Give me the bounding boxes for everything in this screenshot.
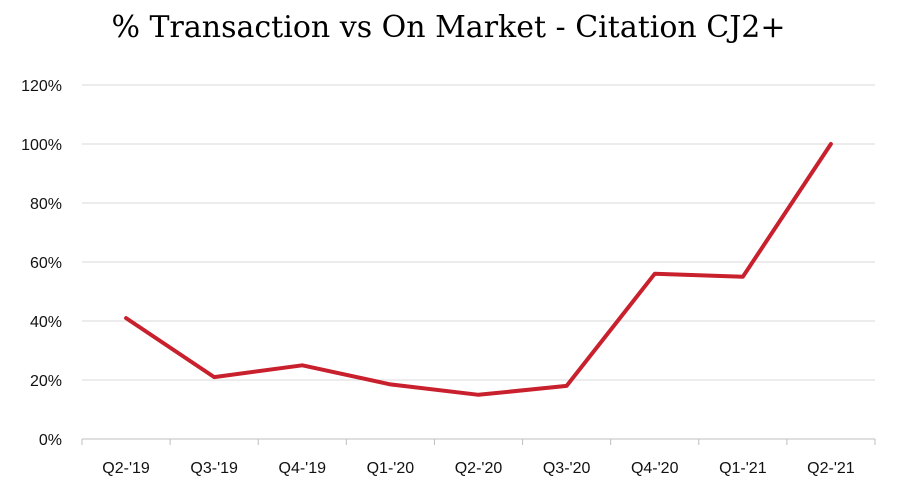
x-tick-label: Q1-'21 <box>719 460 767 477</box>
y-tick-label: 20% <box>30 373 62 390</box>
y-tick-label: 40% <box>30 314 62 331</box>
x-tick-label: Q4-'20 <box>631 460 679 477</box>
y-tick-label: 100% <box>21 137 62 154</box>
y-tick-label: 60% <box>30 255 62 272</box>
x-tick-label: Q1-'20 <box>367 460 415 477</box>
x-tick-label: Q3-'20 <box>543 460 591 477</box>
x-tick-label: Q2-'19 <box>102 460 150 477</box>
x-tick-label: Q2-'20 <box>455 460 503 477</box>
x-tick-label: Q2-'21 <box>807 460 855 477</box>
y-tick-label: 80% <box>30 196 62 213</box>
series-line <box>124 142 833 397</box>
x-tick-label: Q4-'19 <box>279 460 327 477</box>
x-tick-label: Q3-'19 <box>190 460 238 477</box>
y-tick-label: 120% <box>21 78 62 95</box>
y-tick-label: 0% <box>39 432 62 449</box>
chart-title: % Transaction vs On Market - Citation CJ… <box>111 10 786 45</box>
